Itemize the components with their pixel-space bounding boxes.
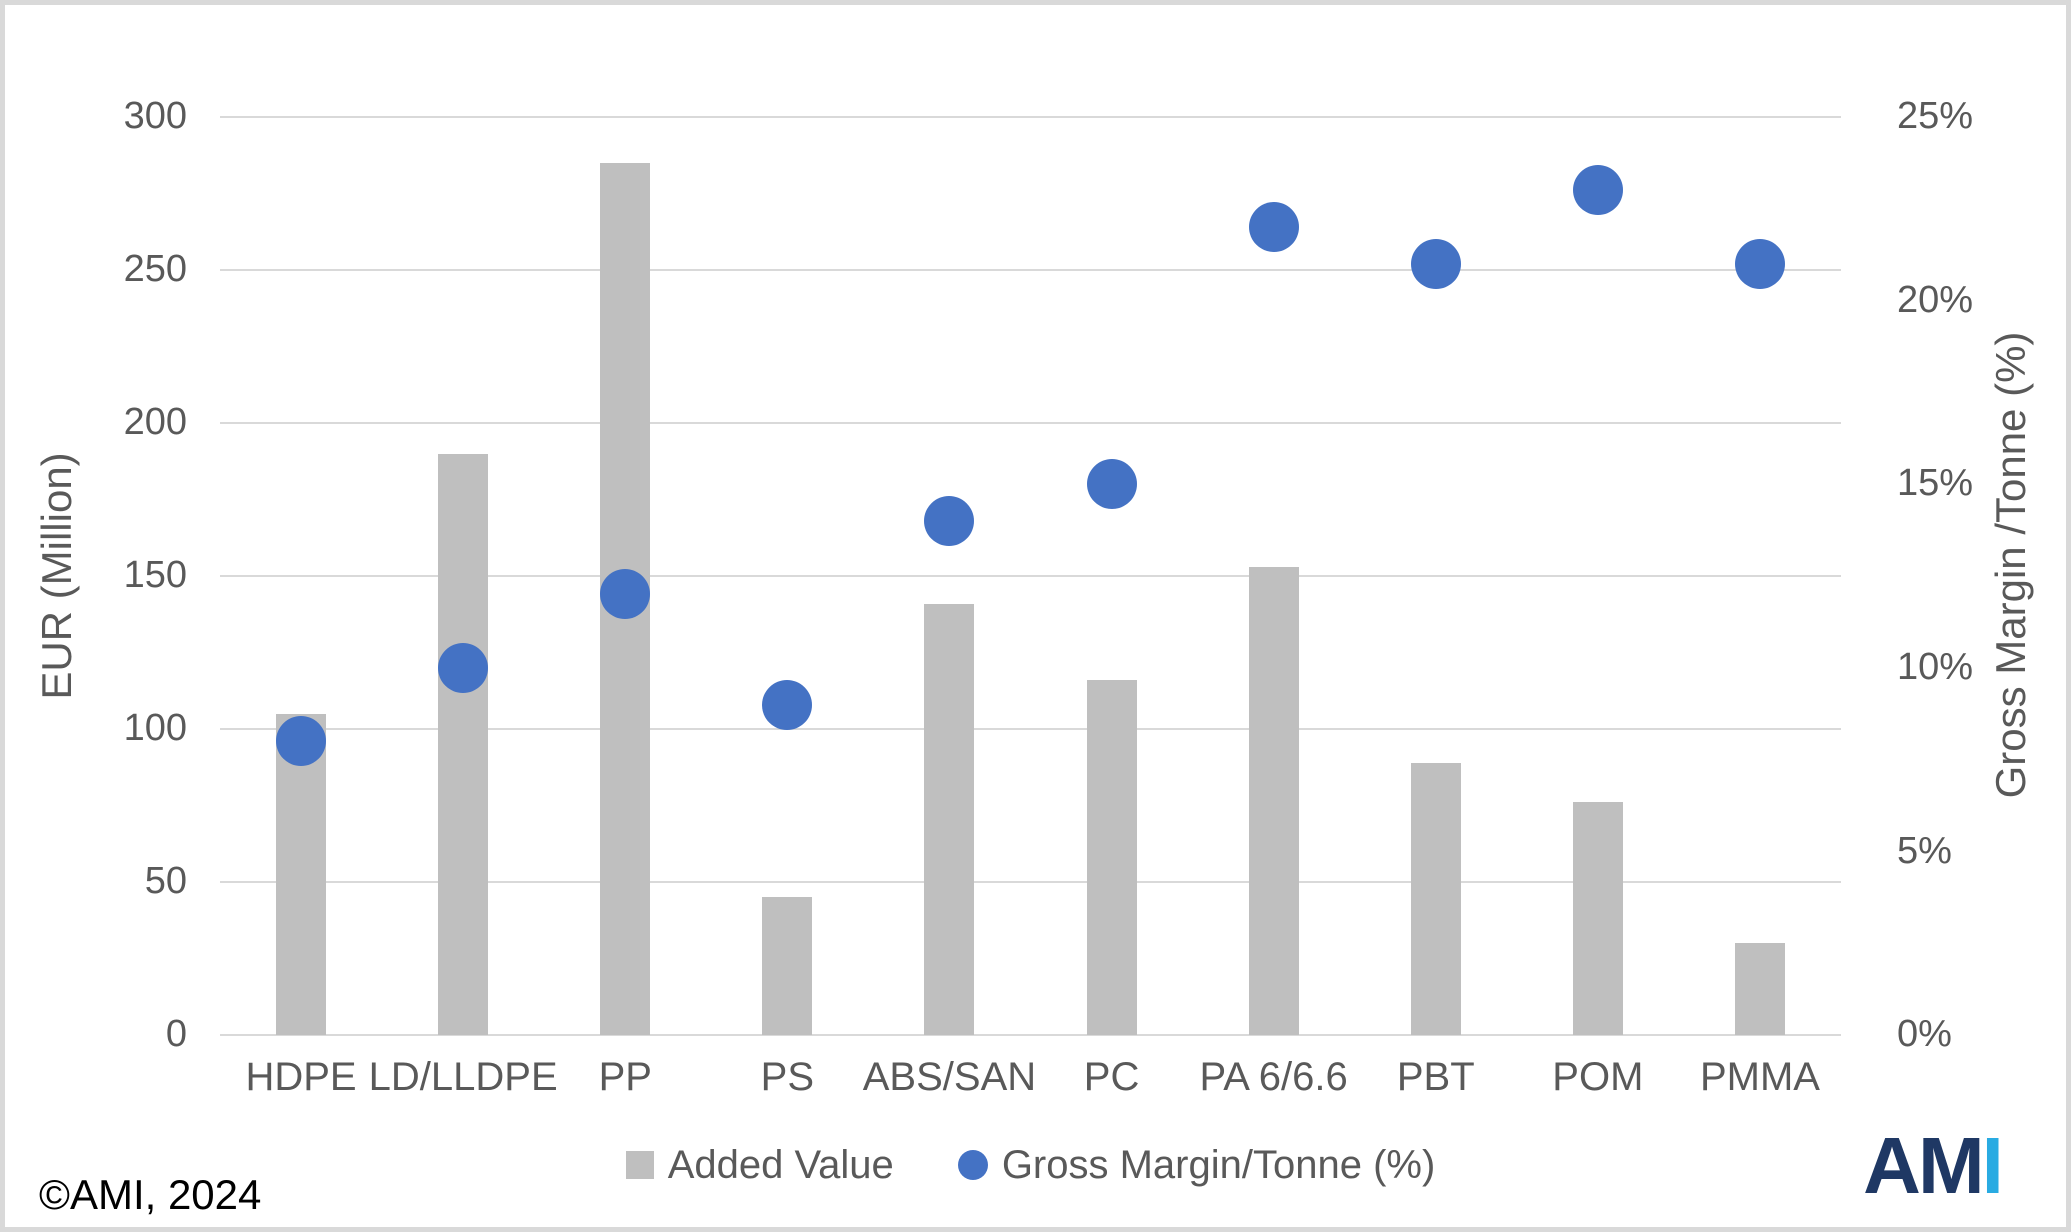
category-label: HDPE: [245, 1055, 357, 1099]
legend-label: Added Value: [667, 1142, 894, 1187]
category-label: PC: [1083, 1055, 1140, 1099]
bar-added-value: [1086, 680, 1137, 1035]
dot-gross-margin: [762, 679, 813, 730]
bar-added-value: [1248, 566, 1299, 1035]
scatter-series-swatch-icon: [957, 1150, 988, 1180]
bar-added-value: [762, 897, 813, 1035]
dot-gross-margin: [924, 495, 975, 546]
bar-added-value: [1734, 943, 1785, 1035]
category-axis: HDPE LD/LLDPE PP PS ABS/SAN PC PA 6/6.6 PBT POM P…: [220, 1055, 1841, 1111]
left-axis-tick: 300: [123, 95, 187, 138]
right-axis-tick: 15%: [1897, 462, 1974, 505]
category-label: PS: [760, 1055, 815, 1099]
gridline: [220, 422, 1841, 425]
legend: Added Value Gross Margin/Tonne (%): [220, 1133, 1841, 1197]
gridline: [220, 1034, 1841, 1036]
gridline: [220, 575, 1841, 577]
dot-gross-margin: [1248, 202, 1299, 253]
legend-item-gross-margin: Gross Margin/Tonne (%): [957, 1142, 1436, 1188]
left-axis-tick: 200: [123, 401, 187, 444]
dot-gross-margin: [600, 569, 651, 620]
plot-area: [220, 116, 1841, 1036]
category-label: PBT: [1396, 1055, 1475, 1099]
category-label: PA 6/6.6: [1199, 1055, 1348, 1099]
category-label: PMMA: [1699, 1055, 1820, 1099]
dot-gross-margin: [1734, 238, 1785, 289]
bar-added-value: [924, 603, 975, 1035]
right-axis-ticks: 0% 5% 10% 15% 20% 25%: [1897, 95, 2066, 1055]
left-axis-ticks: 0 50 100 150 200 250 300: [5, 95, 187, 1055]
ami-logo: AM I: [1857, 1121, 2007, 1211]
right-axis-tick: 5%: [1897, 829, 1952, 872]
dot-gross-margin: [1572, 165, 1623, 216]
left-axis-tick: 150: [123, 554, 187, 597]
ami-logo-dark-letters: AM: [1863, 1121, 1984, 1210]
bar-added-value: [1410, 762, 1461, 1035]
left-axis-tick: 100: [123, 707, 187, 750]
legend-label: Gross Margin/Tonne (%): [1001, 1142, 1436, 1187]
left-axis-tick: 0: [165, 1013, 187, 1056]
left-axis-tick: 50: [144, 860, 187, 903]
right-axis-tick: 0%: [1897, 1013, 1952, 1056]
right-axis-tick: 10%: [1897, 645, 1974, 688]
dot-gross-margin: [438, 642, 489, 693]
left-axis-tick: 250: [123, 248, 187, 291]
copyright-text: ©AMI, 2024: [39, 1171, 262, 1218]
gridline: [220, 728, 1841, 731]
bar-series-swatch-icon: [625, 1151, 654, 1179]
category-label: LD/LLDPE: [368, 1055, 558, 1099]
right-axis-tick: 20%: [1897, 278, 1974, 321]
category-label: POM: [1552, 1055, 1644, 1099]
category-label: PP: [598, 1055, 652, 1099]
right-axis-tick: 25%: [1897, 95, 1974, 138]
bar-added-value: [438, 453, 489, 1035]
bar-added-value: [1572, 802, 1623, 1035]
dot-gross-margin: [1410, 238, 1461, 289]
dot-gross-margin: [1086, 459, 1137, 510]
dot-gross-margin: [276, 716, 327, 767]
legend-item-added-value: Added Value: [625, 1142, 894, 1188]
category-label: ABS/SAN: [862, 1055, 1037, 1099]
gridline: [220, 881, 1841, 884]
bar-added-value: [276, 713, 327, 1035]
ami-logo-light-letter: I: [1981, 1121, 2004, 1210]
gridline: [220, 116, 1841, 118]
gridline: [220, 269, 1841, 271]
